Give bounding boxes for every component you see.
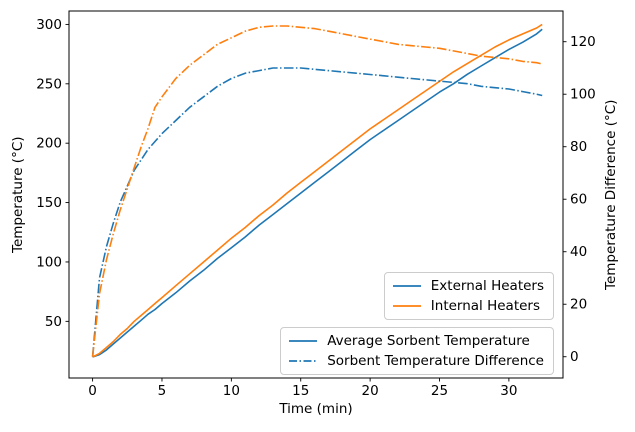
y-right-tick-label: 0: [570, 349, 579, 365]
y-left-tick-label: 50: [45, 314, 62, 330]
y-axis-label-right: Temperature Difference (°C): [603, 99, 619, 290]
y-left-tick-label: 150: [36, 195, 62, 211]
legend-label: Average Sorbent Temperature: [327, 333, 530, 349]
x-tick-label: 5: [158, 383, 167, 399]
x-tick-label: 0: [88, 383, 97, 399]
x-tick-label: 15: [292, 383, 309, 399]
x-tick-label: 10: [223, 383, 240, 399]
y-right-tick-label: 60: [570, 192, 587, 208]
legend-line-styles: Average Sorbent Temperature Sorbent Temp…: [280, 327, 554, 375]
y-left-tick-label: 200: [36, 136, 62, 152]
y-right-tick-label: 100: [570, 87, 596, 103]
series-line: [91, 25, 543, 357]
x-axis-label: Time (min): [279, 401, 353, 417]
y-right-tick-label: 120: [570, 34, 596, 50]
legend-label: Sorbent Temperature Difference: [327, 353, 544, 369]
x-tick-label: 30: [500, 383, 517, 399]
y-left-tick-label: 250: [36, 76, 62, 92]
legend-line-sample: [392, 285, 421, 287]
y-left-tick-label: 100: [36, 254, 62, 270]
y-axis-label-left: Temperature (°C): [10, 136, 26, 253]
legend-line-sample: [289, 340, 318, 342]
x-tick-label: 20: [362, 383, 379, 399]
legend-line-sample: [289, 360, 318, 362]
legend-label: External Heaters: [430, 278, 544, 294]
series-line: [91, 67, 543, 357]
legend-heaters: External Heaters Internal Heaters: [383, 272, 554, 320]
y-right-tick-label: 40: [570, 244, 587, 260]
y-right-tick-label: 80: [570, 139, 587, 155]
series-line: [92, 28, 543, 358]
legend-entry-sorbent-temperature-difference: Sorbent Temperature Difference: [288, 351, 544, 371]
y-left-tick-label: 300: [36, 17, 62, 33]
legend-entry-external-heaters: External Heaters: [392, 276, 544, 296]
legend-entry-internal-heaters: Internal Heaters: [392, 296, 544, 316]
legend-entry-average-sorbent-temperature: Average Sorbent Temperature: [288, 331, 544, 351]
legend-line-sample: [392, 305, 421, 307]
series-line: [92, 23, 543, 358]
x-tick-label: 25: [431, 383, 448, 399]
legend-label: Internal Heaters: [430, 298, 541, 314]
y-right-tick-label: 20: [570, 297, 587, 313]
plot-spines: [68, 10, 564, 379]
